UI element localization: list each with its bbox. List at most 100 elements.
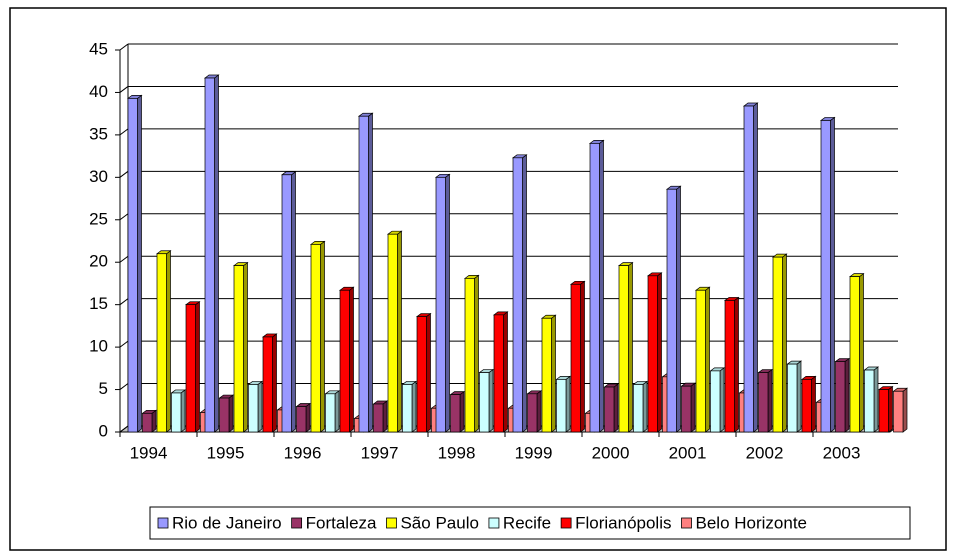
legend-box	[149, 506, 911, 540]
bar	[787, 363, 798, 433]
bar	[604, 386, 615, 433]
bar	[666, 188, 677, 433]
bar-side	[719, 367, 725, 433]
bar	[556, 379, 567, 433]
legend-label: São Paulo	[400, 513, 478, 532]
bar-side	[411, 380, 417, 433]
x-tick-label: 2001	[669, 443, 707, 462]
bar	[479, 372, 490, 433]
y-tick-label: 20	[89, 252, 108, 271]
bar-side	[734, 296, 739, 433]
bar	[849, 276, 860, 433]
bar	[358, 115, 369, 433]
bar-side	[397, 230, 402, 433]
grid-line	[119, 43, 129, 51]
bar	[296, 406, 307, 433]
bar	[820, 120, 831, 433]
bar	[835, 361, 846, 433]
grid-line	[119, 170, 129, 178]
x-tick-label: 1995	[207, 443, 245, 462]
bar-side	[767, 368, 773, 433]
legend-label: Florianópolis	[575, 513, 671, 532]
bar-side	[195, 300, 200, 433]
bar	[248, 384, 259, 433]
bar-side	[522, 154, 527, 433]
bar-side	[551, 314, 556, 433]
bar	[416, 316, 427, 433]
y-tick-label: 45	[89, 39, 108, 58]
bar-side	[565, 375, 571, 433]
bar-side	[536, 390, 542, 433]
bar-side	[830, 116, 835, 433]
x-tick-label: 1998	[438, 443, 476, 462]
bar-side	[137, 94, 142, 433]
y-tick-label: 10	[89, 337, 108, 356]
bar	[695, 289, 706, 433]
bar	[387, 233, 398, 433]
bar	[758, 372, 769, 433]
legend-swatch	[291, 517, 303, 529]
bar-side	[166, 250, 171, 433]
legend-swatch	[386, 517, 397, 529]
bar	[647, 275, 658, 433]
legend-swatch	[157, 517, 169, 529]
bar-side	[257, 380, 263, 433]
bar-side	[426, 312, 431, 433]
bar	[710, 370, 721, 433]
bar	[450, 394, 461, 433]
bar	[435, 176, 446, 433]
bar	[373, 403, 384, 433]
bar	[589, 143, 600, 433]
bar-side	[503, 311, 508, 433]
bar	[864, 369, 875, 433]
x-tick-label: 2002	[746, 443, 784, 462]
x-tick-label: 2000	[592, 443, 630, 462]
bar-side	[291, 171, 296, 433]
bar	[262, 336, 273, 433]
grid-line	[119, 128, 129, 136]
x-tick-label: 1996	[284, 443, 322, 462]
bar-side	[642, 380, 648, 433]
bar-side	[228, 394, 234, 433]
y-tick-label: 35	[89, 124, 108, 143]
legend-label: Fortaleza	[306, 513, 377, 532]
y-tick-label: 0	[99, 421, 108, 440]
bar-side	[859, 272, 864, 433]
x-tick-label: 1997	[361, 443, 399, 462]
y-tick-label: 30	[89, 167, 108, 186]
bar-side	[272, 333, 277, 433]
bar	[142, 412, 153, 433]
bar	[743, 105, 754, 433]
bar-side	[368, 112, 373, 433]
bar	[325, 393, 336, 433]
grid-line	[119, 298, 129, 306]
grid-line	[119, 340, 129, 348]
y-tick-label: 5	[99, 379, 108, 398]
bar-side	[676, 185, 681, 433]
bar	[512, 157, 523, 433]
bar	[219, 397, 230, 433]
bar-side	[873, 366, 879, 433]
grid-line	[119, 86, 129, 93]
bar	[171, 392, 182, 433]
bar-side	[580, 280, 585, 433]
legend-label: Belo Horizonte	[696, 513, 808, 532]
legend-swatch	[488, 517, 500, 529]
bar-side	[488, 368, 494, 433]
bar	[310, 244, 321, 433]
x-tick-label: 1999	[515, 443, 553, 462]
bar	[801, 379, 812, 433]
legend-swatch	[681, 517, 692, 529]
bar-side	[320, 240, 325, 433]
bar-side	[796, 360, 802, 433]
grid-line	[119, 383, 129, 390]
bar-side	[844, 357, 850, 433]
bar	[156, 253, 167, 433]
bar	[570, 283, 581, 433]
bar-side	[474, 274, 479, 433]
bar-side	[613, 383, 619, 433]
bar-side	[243, 261, 248, 433]
bar-side	[151, 409, 157, 433]
bar-side	[334, 390, 340, 433]
